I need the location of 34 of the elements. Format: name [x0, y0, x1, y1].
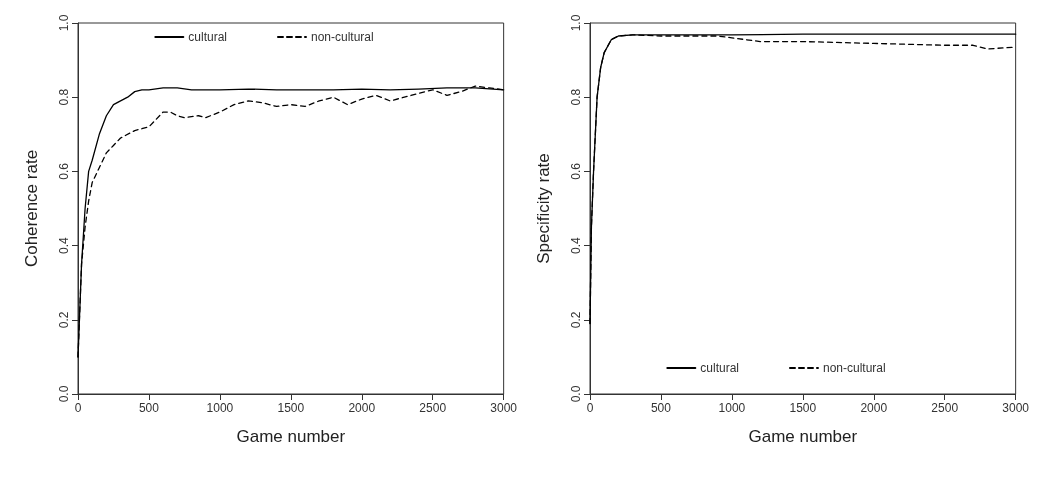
y-tick-label: 0.0	[569, 385, 583, 403]
x-tick-label: 3000	[490, 401, 518, 415]
y-tick-label: 1.0	[569, 14, 583, 32]
y-tick-label: 0.4	[569, 236, 583, 254]
legend-label: cultural	[188, 30, 227, 44]
x-axis-title: Game number	[236, 427, 346, 446]
y-tick-label: 0.6	[569, 162, 583, 180]
y-tick-label: 1.0	[57, 14, 71, 32]
x-tick-label: 500	[650, 401, 672, 415]
x-tick-label: 500	[138, 401, 160, 415]
x-tick-label: 0	[586, 401, 594, 415]
y-axis-title: Specificity rate	[534, 153, 553, 264]
x-tick-label: 2000	[860, 401, 888, 415]
x-axis-title: Game number	[748, 427, 858, 446]
x-tick-label: 1500	[277, 401, 305, 415]
y-tick-label: 0.8	[569, 88, 583, 106]
y-axis-title: Coherence rate	[22, 149, 41, 268]
legend-label: cultural	[700, 361, 739, 375]
y-tick-label: 0.4	[57, 236, 71, 254]
legend-label: non-cultural	[822, 361, 886, 375]
x-tick-label: 2500	[931, 401, 959, 415]
y-tick-label: 0.8	[57, 88, 71, 106]
legend-label: non-cultural	[310, 30, 374, 44]
y-tick-label: 0.2	[57, 311, 71, 329]
x-tick-label: 3000	[1002, 401, 1030, 415]
x-tick-label: 1000	[206, 401, 234, 415]
y-tick-label: 0.6	[57, 162, 71, 180]
x-tick-label: 1500	[789, 401, 817, 415]
y-tick-label: 0.0	[57, 385, 71, 403]
x-tick-label: 2000	[348, 401, 376, 415]
x-tick-label: 0	[74, 401, 82, 415]
x-tick-label: 1000	[718, 401, 746, 415]
y-tick-label: 0.2	[569, 311, 583, 329]
x-tick-label: 2500	[419, 401, 447, 415]
